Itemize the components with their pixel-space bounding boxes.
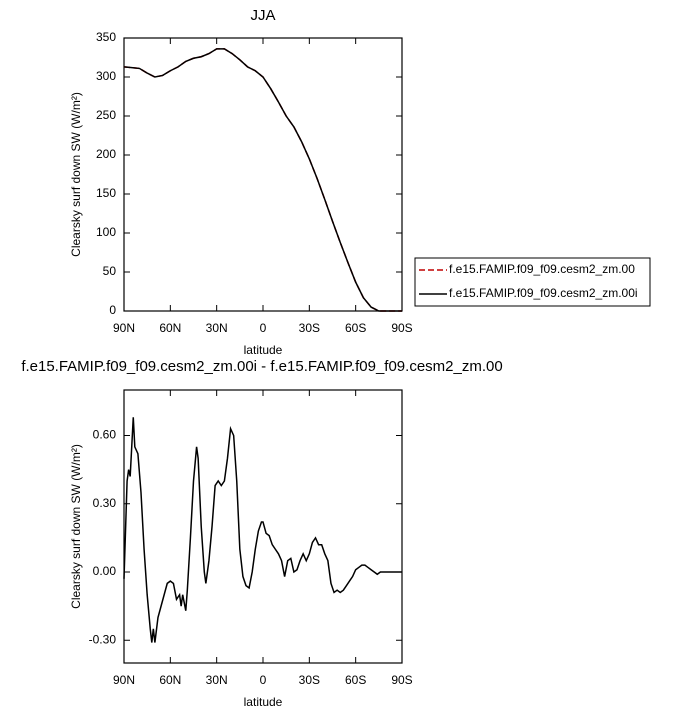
x-tick-label: 90S	[391, 673, 412, 687]
legend-label: f.e15.FAMIP.f09_f09.cesm2_zm.00i	[449, 286, 638, 300]
y-tick-label: 0	[109, 303, 116, 317]
y-tick-label: 100	[96, 225, 116, 239]
x-tick-label: 60S	[345, 673, 366, 687]
x-tick-label: 0	[260, 673, 267, 687]
data-line	[123, 48, 402, 312]
x-tick-label: 30N	[206, 321, 228, 335]
y-axis-label: Clearsky surf down SW (W/m²)	[69, 92, 83, 257]
x-tick-label: 90N	[113, 673, 135, 687]
y-tick-label: 150	[96, 186, 116, 200]
y-tick-label: 0.30	[93, 496, 117, 510]
y-tick-label: -0.30	[89, 632, 117, 646]
chart-title: JJA	[250, 7, 275, 24]
y-tick-label: 0.60	[93, 428, 117, 442]
x-tick-label: 90N	[113, 321, 135, 335]
x-tick-label: 30S	[299, 673, 320, 687]
legend-box	[414, 257, 651, 307]
x-tick-label: 60N	[159, 321, 181, 335]
x-tick-label: 90S	[391, 321, 412, 335]
y-tick-label: 50	[103, 264, 117, 278]
y-tick-label: 350	[96, 30, 116, 44]
data-line	[123, 417, 402, 643]
y-tick-label: 0.00	[93, 564, 117, 578]
x-tick-label: 60S	[345, 321, 366, 335]
chart-title: f.e15.FAMIP.f09_f09.cesm2_zm.00i - f.e15…	[21, 358, 502, 375]
data-line	[123, 48, 402, 312]
x-axis-label: latitude	[244, 695, 283, 709]
x-axis-label: latitude	[244, 343, 283, 357]
y-axis-label: Clearsky surf down SW (W/m²)	[69, 444, 83, 609]
x-tick-label: 0	[260, 321, 267, 335]
x-tick-label: 30S	[299, 321, 320, 335]
plot-frame	[123, 37, 403, 312]
y-tick-label: 250	[96, 108, 116, 122]
x-tick-label: 60N	[159, 673, 181, 687]
plot-frame	[123, 389, 403, 664]
legend-label: f.e15.FAMIP.f09_f09.cesm2_zm.00	[449, 262, 635, 276]
y-tick-label: 200	[96, 147, 116, 161]
y-tick-label: 300	[96, 69, 116, 83]
x-tick-label: 30N	[206, 673, 228, 687]
